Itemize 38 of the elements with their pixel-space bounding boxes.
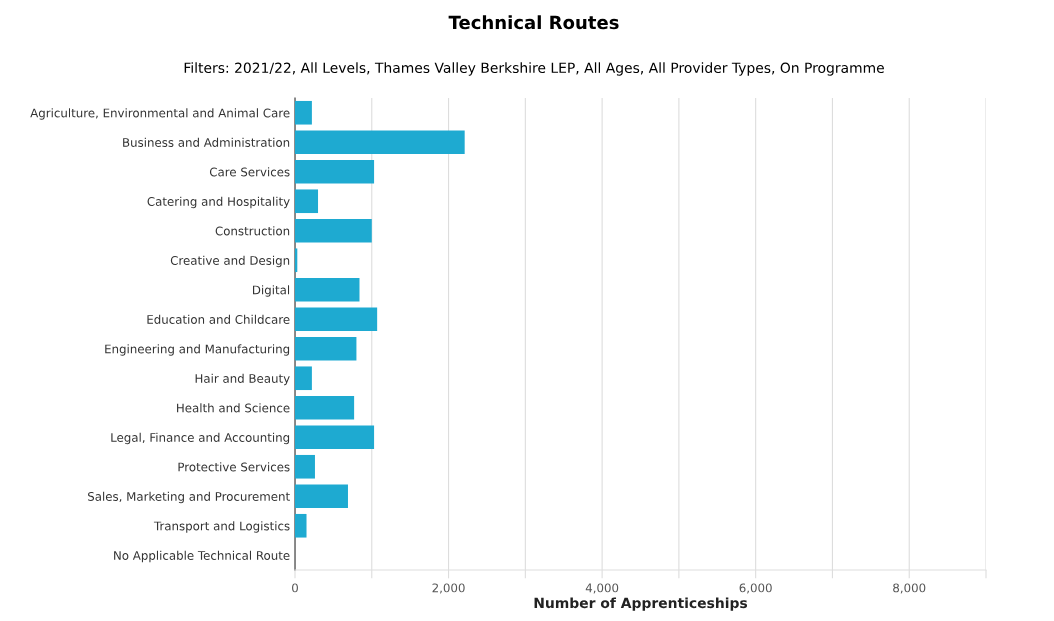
y-tick-label: Legal, Finance and Accounting [111,432,290,445]
bar [295,159,375,184]
bar [295,100,312,125]
bar [295,130,465,155]
x-tick-label: 6,000 [739,583,772,594]
x-axis-title: Number of Apprenticeships [534,597,748,611]
y-tick-label: Engineering and Manufacturing [105,344,290,356]
y-tick-label: Sales, Marketing and Procurement [88,491,290,504]
y-tick-label: Construction [215,226,290,236]
bar [295,425,375,450]
x-tick-label: 8,000 [893,583,926,594]
bar [295,395,355,420]
bar [295,366,312,391]
y-tick-label: Hair and Beauty [195,373,290,386]
bar [295,218,372,243]
bar [295,189,319,214]
x-tick-label: 2,000 [432,583,465,594]
chart-title: Technical Routes [448,15,619,30]
y-tick-label: Care Services [209,167,290,177]
y-tick-label: Digital [253,285,290,297]
y-tick-label: Business and Administration [123,137,290,147]
bar [295,336,357,361]
bar [295,307,378,332]
bar [295,484,348,509]
bar [295,513,307,538]
chart-subtitle: Filters: 2021/22, All Levels, Thames Valley Berkshire LEP, All Ages, All Provider Types, On Programme [184,62,884,76]
y-tick-label: Creative and Design [170,255,290,268]
y-tick-label: Agriculture, Environmental and Animal Care [30,108,290,120]
bar [295,454,315,479]
x-tick-label: 0 [292,583,298,593]
y-tick-label: Transport and Logistics [153,521,290,533]
bar [295,277,360,302]
y-tick-label: No Applicable Technical Route [114,550,290,563]
y-tick-label: Protective Services [178,462,290,472]
x-tick-label: 4,000 [585,583,619,594]
y-tick-label: Education and Childcare [147,314,290,324]
y-tick-label: Health and Science [177,403,290,413]
y-tick-label: Catering and Hospitality [147,196,290,209]
